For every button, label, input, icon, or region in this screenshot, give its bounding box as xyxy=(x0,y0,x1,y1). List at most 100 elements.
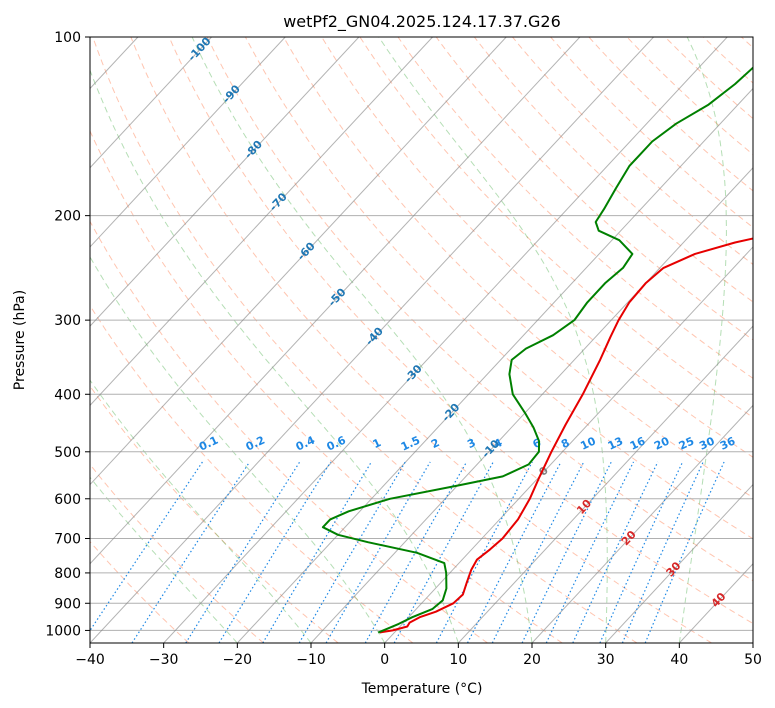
mixing-ratio-label: 1 xyxy=(371,436,383,451)
mixing-ratio-label: 0.4 xyxy=(294,433,317,453)
x-tick-label: −10 xyxy=(296,652,326,668)
dry-adiabat-line xyxy=(512,37,753,266)
skewed-isotherm-line xyxy=(90,37,433,407)
skewed-isotherm-line xyxy=(605,483,753,643)
dry-adiabat-line xyxy=(90,385,339,643)
skewed-isotherm-line xyxy=(752,642,753,643)
dry-adiabat-line xyxy=(92,37,638,643)
mixing-ratio-label: 30 xyxy=(697,434,717,452)
mixing-ratio-line xyxy=(90,461,203,632)
x-axis-label: Temperature (°C) xyxy=(361,681,483,697)
skewed-isotherm-line xyxy=(90,37,507,486)
mixing-ratio-line xyxy=(298,461,406,643)
skewed-isotherm-line xyxy=(163,37,728,643)
moist-adiabat-line xyxy=(378,37,608,643)
profile-series xyxy=(321,66,753,634)
skewed-isotherm-line xyxy=(236,87,753,643)
skewed-isotherm-line xyxy=(90,37,581,565)
y-tick-label: 600 xyxy=(54,492,81,508)
mixing-ratio-line xyxy=(545,461,635,643)
mixing-ratio-label: 0.1 xyxy=(197,434,220,454)
dry-adiabat-line xyxy=(435,37,753,341)
mixing-ratio-line xyxy=(521,461,612,643)
mixing-ratio-label: 20 xyxy=(652,434,672,452)
moist-adiabat-line xyxy=(90,476,238,643)
dry-adiabat-line xyxy=(397,37,753,379)
mixing-ratio-label: 25 xyxy=(677,435,696,453)
dry-adiabat-line xyxy=(168,37,753,625)
moist-adiabat-line xyxy=(90,68,459,643)
dry-adiabat-line xyxy=(473,37,753,303)
skewed-isotherm-line xyxy=(457,325,753,643)
mixing-ratio-label: 0.2 xyxy=(244,434,267,454)
plot-area: 0.1 0.2 0.4 0.6 1 1.5 2 3 4 6 8 10 13 16 20 25 30 36 -100… xyxy=(0,37,753,643)
dry-adiabat-line xyxy=(283,37,753,499)
skewed-isotherm-line xyxy=(310,166,753,643)
mixing-ratio-line xyxy=(185,461,301,643)
y-tick-label: 200 xyxy=(54,209,81,225)
dry-adiabat-line xyxy=(90,463,264,643)
x-tick-label: 30 xyxy=(597,652,615,668)
moist-adiabat-line xyxy=(90,379,312,643)
y-tick-label: 800 xyxy=(54,566,81,582)
mixing-ratio-line xyxy=(644,461,725,643)
mixing-ratio-line xyxy=(325,461,431,643)
skewed-isotherm-line xyxy=(384,246,753,643)
mixing-ratio-line xyxy=(131,461,251,643)
mixing-ratio-line xyxy=(466,461,562,643)
y-tick-label: 400 xyxy=(54,387,81,403)
mixing-ratio-line xyxy=(364,461,468,643)
x-axis-ticks: −40 −30 −20 −10 0 10 20 30 40 50 xyxy=(75,643,762,668)
temperature-profile-line xyxy=(379,237,753,634)
skewed-isotherm-line xyxy=(90,37,360,327)
x-tick-label: −30 xyxy=(149,652,179,668)
mixing-ratio-label: 1.5 xyxy=(399,434,422,454)
dry-adiabat-line xyxy=(90,540,190,643)
dry-adiabat-line xyxy=(206,37,753,582)
skewed-isotherm-line xyxy=(90,37,286,248)
moist-adiabat-line xyxy=(678,37,727,643)
dry-adiabat-line xyxy=(90,220,488,643)
dry-adiabats xyxy=(90,37,753,643)
x-tick-label: 0 xyxy=(380,652,389,668)
y-tick-label: 1000 xyxy=(45,623,81,639)
mixing-ratio-label: 36 xyxy=(718,434,738,452)
skewed-isotherm-line xyxy=(90,37,212,169)
mixing-ratio-line xyxy=(572,461,659,643)
y-tick-label: 100 xyxy=(54,30,81,46)
plot-frame xyxy=(89,36,754,644)
dry-adiabat-line xyxy=(550,37,753,229)
mixing-ratio-line xyxy=(218,461,332,643)
x-tick-label: 40 xyxy=(670,652,688,668)
moist-adiabat-line xyxy=(191,37,533,643)
skewed-isotherms xyxy=(0,37,753,643)
mixing-ratio-line xyxy=(262,461,372,643)
dry-adiabat-line xyxy=(244,37,753,540)
dry-adiabat-line xyxy=(90,129,563,643)
dry-adiabat-line xyxy=(741,37,753,49)
mixing-ratio-label: 10 xyxy=(578,434,598,452)
y-axis-ticks: 1000 900 800 700 600 500 400 300 200 100 xyxy=(45,30,90,639)
moist-adiabat-line xyxy=(90,256,386,643)
y-tick-label: 300 xyxy=(54,313,81,329)
mixing-ratio-line xyxy=(599,461,684,643)
skewed-isotherm-line xyxy=(0,37,64,643)
dry-adiabat-line xyxy=(90,304,414,643)
y-axis-label: Pressure (hPa) xyxy=(12,290,28,390)
mixing-ratio-line xyxy=(435,461,533,643)
dewpoint-profile-line xyxy=(321,66,753,634)
mixing-ratio-label: 16 xyxy=(628,434,648,452)
skewed-isotherm-line xyxy=(678,563,753,643)
chart-title: wetPf2_GN04.2025.124.17.37.G26 xyxy=(283,12,561,32)
x-tick-label: −40 xyxy=(75,652,105,668)
skewed-isotherm-line xyxy=(90,37,654,643)
mixing-ratio-line xyxy=(491,461,585,643)
mixing-ratio-label: 13 xyxy=(606,435,625,453)
dry-adiabat-line xyxy=(702,37,753,84)
mixing-ratio-line xyxy=(621,461,704,643)
dry-adiabat-line xyxy=(130,37,712,643)
y-tick-label: 500 xyxy=(54,445,81,461)
y-tick-label: 900 xyxy=(54,596,81,612)
